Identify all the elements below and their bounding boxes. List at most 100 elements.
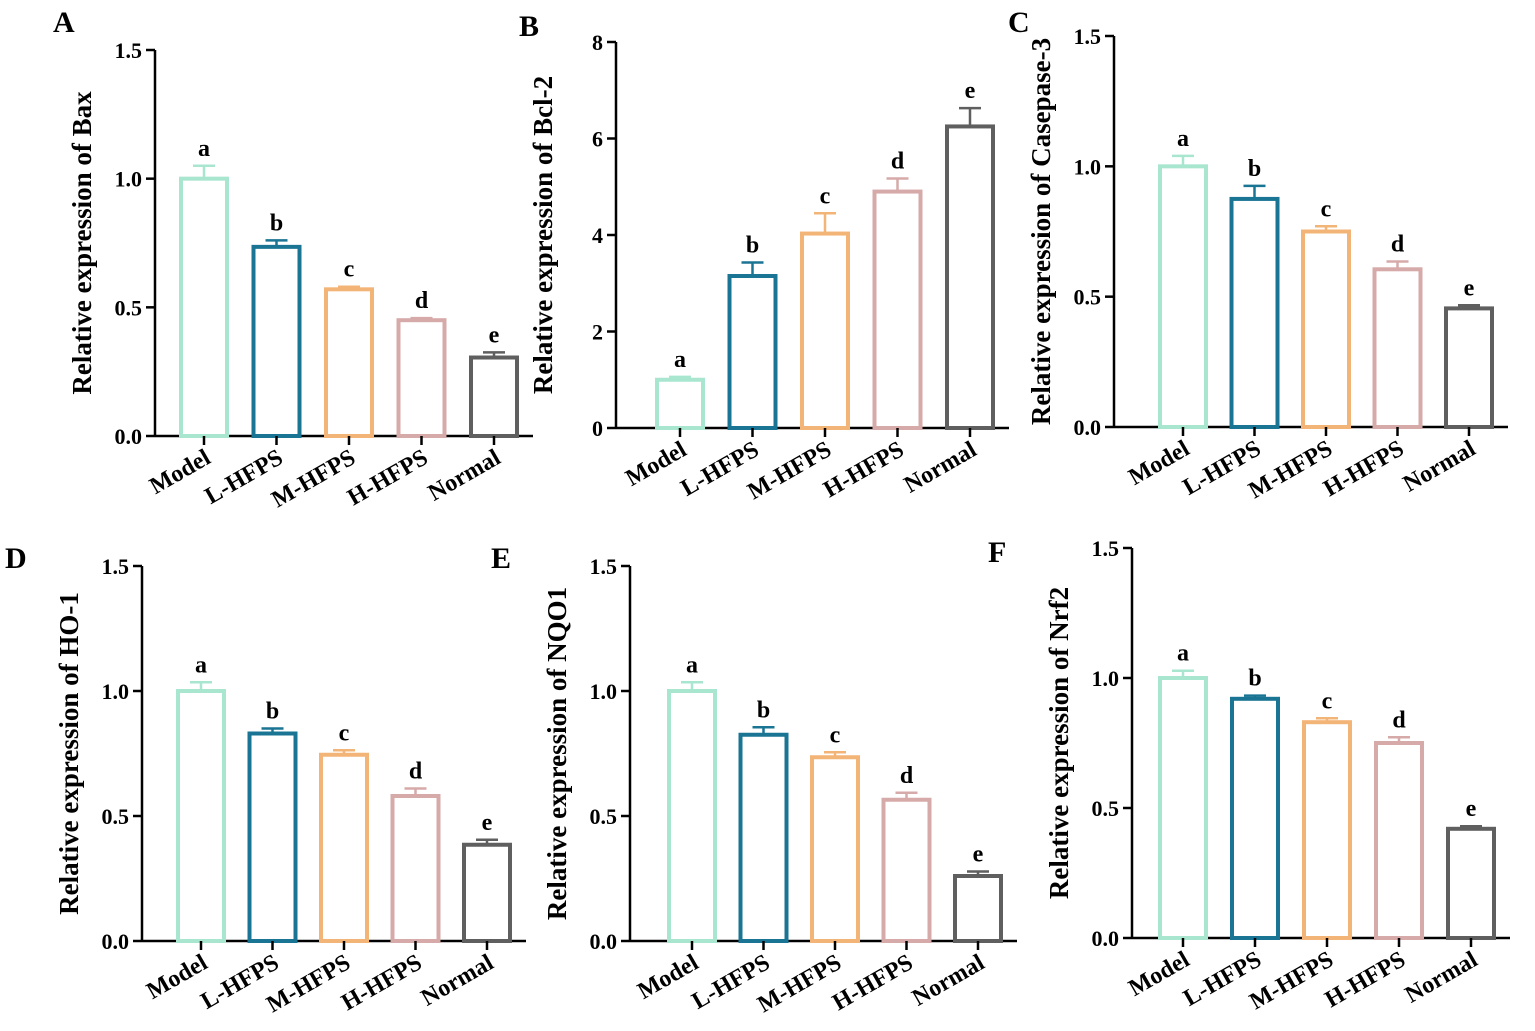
bar-h-hfps: [396, 318, 447, 439]
y-tick-label: 0: [592, 416, 603, 441]
significance-label: b: [1248, 156, 1261, 182]
category-label: H-HFPS: [819, 437, 908, 504]
bar-l-hfps: [251, 244, 302, 438]
panel-letter: D: [5, 542, 27, 575]
category-label: Normal: [1399, 436, 1480, 498]
bar-m-hfps: [319, 752, 369, 943]
bar-m-hfps: [800, 231, 850, 430]
panel-letter: C: [1008, 6, 1030, 39]
category-label: H-HFPS: [337, 950, 426, 1017]
bar-normal: [945, 124, 995, 430]
bar-normal: [1446, 826, 1496, 940]
bar-l-hfps: [1229, 196, 1280, 429]
bar-m-hfps: [1301, 229, 1351, 429]
bar-h-hfps: [1374, 741, 1424, 940]
significance-label: d: [900, 763, 914, 789]
significance-label: c: [820, 183, 831, 209]
bar-m-hfps: [810, 755, 860, 943]
significance-label: b: [266, 699, 279, 725]
category-label: H-HFPS: [343, 445, 432, 512]
y-tick-label: 0.5: [1074, 285, 1102, 310]
category-label: M-HFPS: [1245, 947, 1338, 1016]
category-label: Normal: [900, 437, 981, 499]
significance-label: d: [1392, 707, 1406, 733]
significance-label: d: [409, 759, 423, 785]
y-tick-label: 0.0: [115, 424, 143, 449]
y-tick-label: 1.5: [102, 554, 130, 579]
category-label: H-HFPS: [1319, 436, 1408, 503]
category-label: Normal: [1401, 947, 1482, 1009]
category-label: Normal: [417, 950, 498, 1012]
y-tick-label: 0.0: [102, 929, 130, 954]
panel-c: C 0.0 0.5 1.0 1.5 Relative expression of Case…: [1008, 6, 1508, 504]
significance-label: a: [195, 652, 207, 678]
y-tick-label: 0.5: [102, 804, 130, 829]
y-axis-title: Relative expression of Bcl-2: [528, 76, 558, 394]
y-axis-title: Relative expression of HO-1: [54, 592, 84, 915]
significance-label: e: [1466, 796, 1477, 822]
bar-l-hfps: [738, 732, 789, 943]
panel-a: A 0.0 0.5 1.0 1.5 Relative expression of Bax a…: [53, 6, 533, 513]
y-tick-label: 1.5: [115, 38, 143, 63]
bar-model: [176, 689, 226, 943]
panel-letter: B: [519, 10, 539, 43]
significance-label: a: [198, 136, 210, 162]
bar-l-hfps: [727, 274, 778, 431]
panel-letter: E: [491, 542, 511, 575]
significance-label: c: [1321, 196, 1332, 222]
significance-label: a: [674, 347, 686, 373]
significance-label: d: [415, 288, 429, 314]
y-axis-title: Relative expression of Bax: [67, 91, 97, 395]
bar-l-hfps: [247, 731, 298, 943]
category-label: M-HFPS: [743, 437, 836, 506]
y-tick-label: 1.5: [1074, 24, 1102, 49]
bar-m-hfps: [1302, 720, 1352, 941]
bar-h-hfps: [881, 797, 932, 943]
bar-h-hfps: [872, 189, 923, 430]
significance-label: c: [830, 722, 841, 748]
bar-l-hfps: [1230, 696, 1280, 940]
significance-label: b: [1248, 666, 1261, 692]
significance-label: e: [973, 842, 984, 868]
bar-normal: [462, 842, 512, 943]
significance-label: d: [891, 149, 905, 175]
panel-e: E 0.0 0.5 1.0 1.5 Relative expression of NQO1…: [491, 542, 1017, 1018]
significance-label: a: [1177, 126, 1189, 152]
significance-label: a: [686, 652, 698, 678]
significance-label: c: [339, 720, 350, 746]
y-tick-label: 1.0: [115, 167, 143, 192]
y-tick-label: 1.0: [102, 679, 130, 704]
y-tick-label: 1.5: [590, 554, 618, 579]
panel-f: F 0.0 0.5 1.0 1.5 Relative expression of Nrf2…: [988, 536, 1510, 1015]
y-tick-label: 1.5: [1092, 536, 1120, 561]
bar-normal: [469, 355, 519, 438]
y-tick-label: 0.5: [115, 295, 143, 320]
y-tick-label: 6: [592, 127, 603, 152]
y-tick-label: 1.0: [590, 679, 618, 704]
bar-model: [655, 377, 705, 430]
y-tick-label: 1.0: [1074, 154, 1102, 179]
significance-label: e: [482, 810, 493, 836]
significance-label: b: [270, 210, 283, 236]
y-tick-label: 0.5: [1092, 796, 1120, 821]
bar-model: [179, 176, 229, 439]
bar-normal: [953, 874, 1003, 943]
panel-letter: F: [988, 536, 1006, 569]
bar-model: [1158, 676, 1208, 940]
category-label: M-HFPS: [267, 445, 360, 514]
y-tick-label: 0.5: [590, 804, 618, 829]
y-axis-title: Relative expression of Casepase-3: [1026, 38, 1056, 425]
y-tick-label: 0.0: [590, 929, 618, 954]
significance-label: b: [746, 233, 759, 259]
bar-m-hfps: [324, 287, 374, 438]
bar-model: [1158, 164, 1208, 429]
bar-normal: [1444, 306, 1494, 429]
category-label: H-HFPS: [1321, 947, 1410, 1014]
category-label: H-HFPS: [828, 950, 917, 1017]
panel-letter: A: [53, 6, 75, 39]
significance-label: c: [344, 257, 355, 283]
panel-d: D 0.0 0.5 1.0 1.5 Relative expression of HO-1…: [5, 542, 526, 1018]
category-label: Normal: [424, 445, 505, 507]
